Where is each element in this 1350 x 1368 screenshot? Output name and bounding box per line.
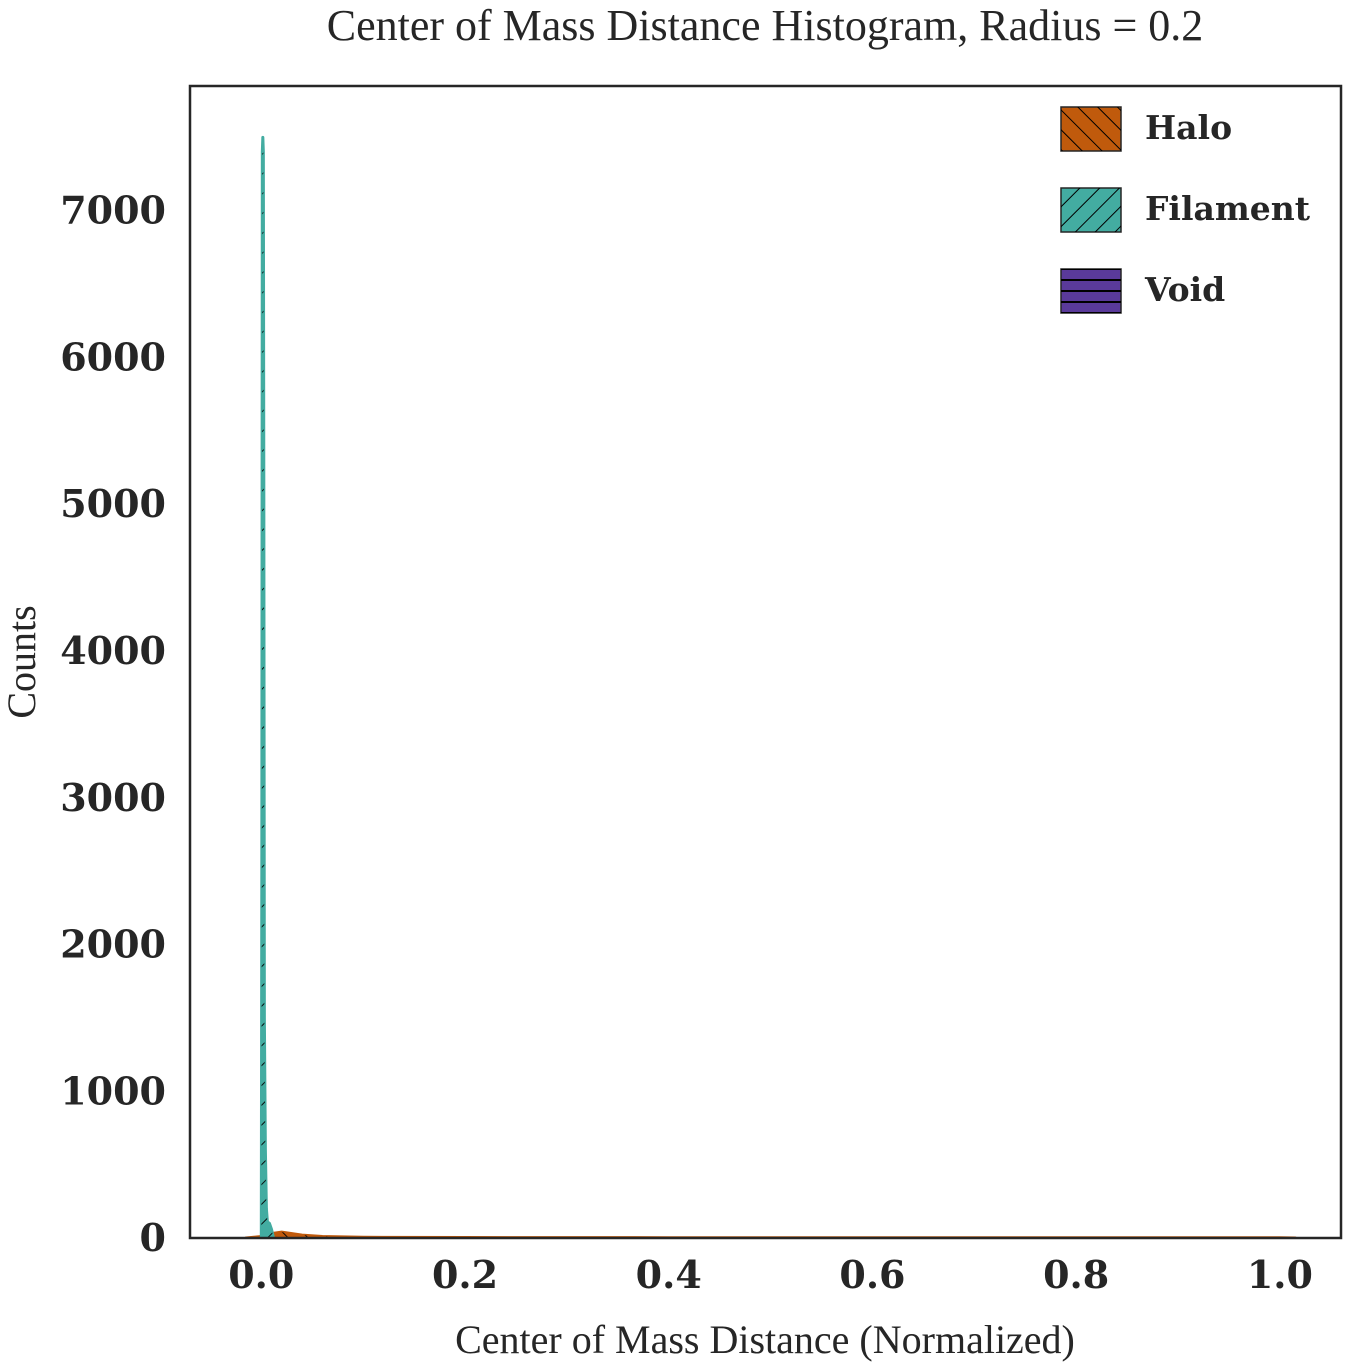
legend-item-void: Void	[1060, 268, 1225, 314]
y-axis-label: Counts	[0, 605, 44, 718]
x-tick-label: 0.6	[839, 1252, 905, 1297]
series-hatch-filament	[261, 137, 274, 1238]
legend-label: Filament	[1145, 189, 1311, 228]
y-tick-label: 6000	[60, 334, 166, 379]
chart-title: Center of Mass Distance Histogram, Radiu…	[327, 1, 1204, 50]
legend-swatch-hatch	[1061, 107, 1121, 151]
legend-label: Void	[1144, 270, 1225, 309]
plot-frame	[188, 84, 1343, 1240]
legend-item-filament: Filament	[1060, 187, 1311, 233]
x-tick-label: 1.0	[1247, 1252, 1313, 1297]
y-tick-label: 4000	[60, 628, 166, 673]
y-tick-label: 0	[140, 1215, 166, 1260]
x-tick-label: 0.8	[1043, 1252, 1109, 1297]
y-tick-labels: 0 1000 2000 3000 4000 5000 6000 7000	[60, 188, 166, 1260]
series-filament	[259, 135, 276, 1238]
legend-label: Halo	[1145, 108, 1232, 147]
legend: Halo Filament Void	[1060, 106, 1311, 314]
y-tick-label: 7000	[60, 188, 166, 233]
x-tick-label: 0.0	[228, 1252, 294, 1297]
x-tick-label: 0.4	[636, 1252, 702, 1297]
legend-item-halo: Halo	[1060, 106, 1232, 152]
y-tick-label: 3000	[60, 775, 166, 820]
series-layer	[244, 135, 1297, 1238]
x-axis-label: Center of Mass Distance (Normalized)	[455, 1317, 1075, 1362]
x-tick-labels: 0.0 0.2 0.4 0.6 0.8 1.0	[228, 1252, 1313, 1297]
y-tick-label: 2000	[60, 922, 166, 967]
legend-swatch-hatch	[1061, 269, 1121, 313]
y-tick-label: 5000	[60, 481, 166, 526]
y-tick-label: 1000	[60, 1068, 166, 1113]
x-tick-label: 0.2	[432, 1252, 498, 1297]
legend-swatch-hatch	[1061, 188, 1121, 232]
